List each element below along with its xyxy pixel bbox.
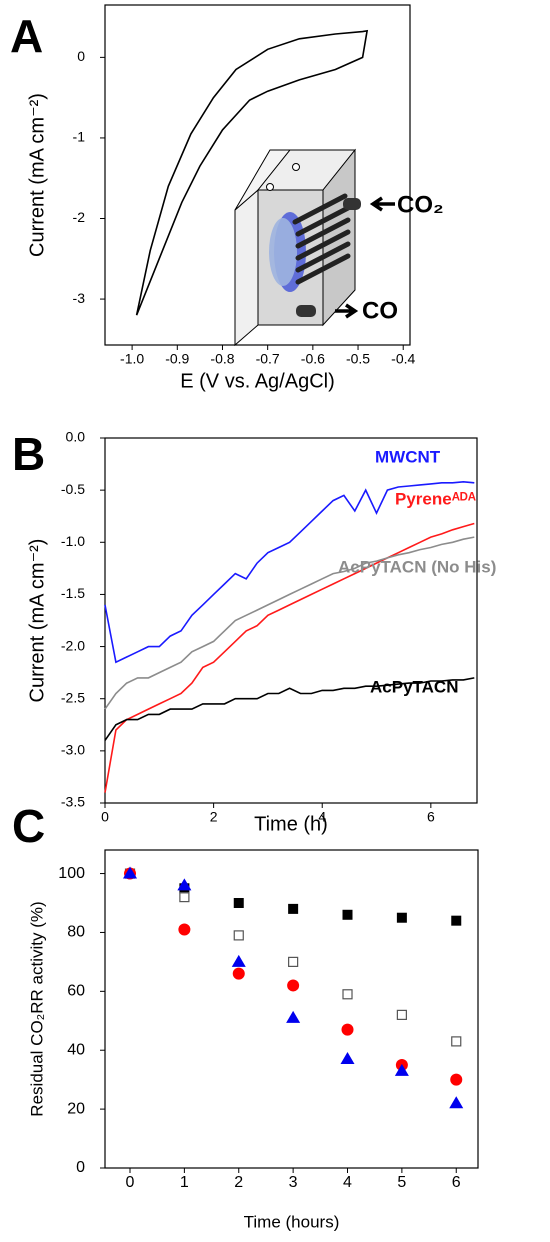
y-tick-label: -1	[73, 129, 86, 145]
data-line	[135, 29, 369, 316]
y-tick-label: -3	[73, 290, 86, 306]
marker	[396, 1009, 407, 1020]
y-tick-label: 0.0	[66, 429, 86, 445]
y-axis-title: Residual CO₂RR activity (%)	[27, 901, 46, 1116]
x-axis-title: E (V vs. Ag/AgCl)	[180, 370, 335, 392]
marker	[288, 903, 299, 914]
x-tick-label: 0	[126, 1174, 135, 1191]
y-tick-label: 0	[76, 1159, 85, 1176]
y-tick-label: 0	[77, 48, 85, 64]
marker	[450, 1073, 463, 1086]
marker	[449, 1096, 464, 1109]
x-tick-label: -0.9	[165, 351, 189, 367]
y-tick-label: -3.0	[61, 742, 85, 758]
y-tick-label: -2.0	[61, 637, 85, 653]
y-tick-label: 20	[67, 1100, 85, 1117]
x-tick-label: -0.7	[256, 351, 280, 367]
annotation: CO	[362, 297, 398, 324]
x-tick-label: -1.0	[120, 351, 144, 367]
marker	[123, 866, 138, 879]
y-tick-label: -1.5	[61, 585, 85, 601]
marker	[288, 956, 299, 967]
data-line	[104, 536, 475, 710]
plot-frame	[104, 437, 478, 804]
annotation: CO₂	[397, 191, 444, 218]
series-label: AcPyTACN (No His)	[338, 557, 496, 576]
x-tick-label: 0	[101, 809, 109, 825]
x-tick-label: 4	[343, 1174, 352, 1191]
marker	[451, 915, 462, 926]
data-line	[104, 677, 475, 741]
marker	[342, 909, 353, 920]
x-tick-label: -0.5	[346, 351, 370, 367]
marker	[394, 1063, 409, 1076]
x-tick-label: -0.6	[301, 351, 325, 367]
y-tick-label: 80	[67, 924, 85, 941]
marker	[341, 1023, 354, 1036]
x-axis-title: Time (h)	[254, 813, 328, 835]
marker	[342, 989, 353, 1000]
marker	[232, 967, 245, 980]
x-tick-label: 6	[452, 1174, 461, 1191]
marker	[233, 898, 244, 908]
x-tick-label: 2	[210, 809, 218, 825]
marker	[286, 1010, 301, 1023]
marker	[451, 1036, 462, 1047]
y-tick-label: -2	[73, 209, 86, 225]
panel-letter: B	[12, 428, 45, 480]
x-axis-title: Time (hours)	[244, 1212, 340, 1231]
x-tick-label: -0.8	[210, 351, 234, 367]
marker	[340, 1052, 355, 1065]
plot-frame	[104, 849, 479, 1169]
series-label: Pyreneᴬᴰᴬ	[395, 489, 476, 508]
x-tick-label: 4	[318, 809, 326, 825]
data-line	[104, 480, 475, 664]
y-tick-label: -2.5	[61, 689, 85, 705]
y-axis-title: Current (mA cm⁻²)	[26, 539, 48, 703]
y-tick-label: -0.5	[61, 481, 85, 497]
cell-inset: CO₂ CO	[234, 148, 444, 347]
panel-letter: A	[10, 10, 43, 62]
marker	[396, 912, 407, 923]
marker	[231, 954, 246, 967]
marker	[177, 878, 192, 891]
panel: A -1.0 -0.9 -0.8 -0.7 -0.6 -0.5 -0.4 0 -1 -2 -3 E (V…	[10, 4, 415, 392]
y-tick-label: -1.0	[61, 533, 85, 549]
x-tick-label: -0.4	[391, 351, 415, 367]
plot-frame	[104, 4, 411, 346]
x-tick-label: 3	[289, 1174, 298, 1191]
marker	[233, 930, 244, 941]
marker	[179, 892, 190, 903]
panel-letter: C	[12, 800, 45, 852]
series-label: AcPyTACN	[370, 677, 458, 696]
y-tick-label: 40	[67, 1041, 85, 1058]
y-tick-label: 100	[58, 865, 85, 882]
series-label: MWCNT	[375, 447, 441, 466]
x-tick-label: 5	[397, 1174, 406, 1191]
x-tick-label: 1	[180, 1174, 189, 1191]
x-tick-label: 2	[234, 1174, 243, 1191]
x-tick-label: 6	[427, 809, 435, 825]
y-axis-title: Current (mA cm⁻²)	[26, 93, 48, 257]
data-line	[104, 522, 475, 793]
y-tick-label: 60	[67, 983, 85, 1000]
marker	[178, 923, 191, 936]
marker	[287, 979, 300, 992]
panel: B 0 2 4 6 0.0 -0.5 -1.0 -1.5 -2.0 -2.5 -3.0 -3.5 Time…	[12, 428, 496, 835]
y-tick-label: -3.5	[61, 794, 85, 810]
